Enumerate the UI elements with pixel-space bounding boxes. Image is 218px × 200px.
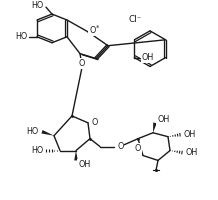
Text: OH: OH (157, 115, 169, 124)
Text: OH: OH (78, 160, 90, 169)
Polygon shape (74, 151, 78, 160)
Text: OH: OH (141, 53, 154, 62)
Polygon shape (153, 123, 157, 133)
Polygon shape (41, 130, 54, 136)
Text: Cl⁻: Cl⁻ (128, 15, 141, 24)
Text: HO: HO (26, 127, 38, 136)
Text: O: O (135, 144, 141, 153)
Text: *: * (96, 25, 99, 31)
Text: OH: OH (183, 130, 195, 139)
Text: O: O (89, 26, 95, 35)
Text: HO: HO (15, 32, 27, 41)
Text: OH: OH (185, 148, 197, 157)
Text: O: O (91, 118, 97, 127)
Text: O: O (79, 59, 85, 68)
Text: HO: HO (31, 146, 43, 155)
Text: HO: HO (31, 1, 43, 10)
Text: O: O (117, 142, 123, 151)
